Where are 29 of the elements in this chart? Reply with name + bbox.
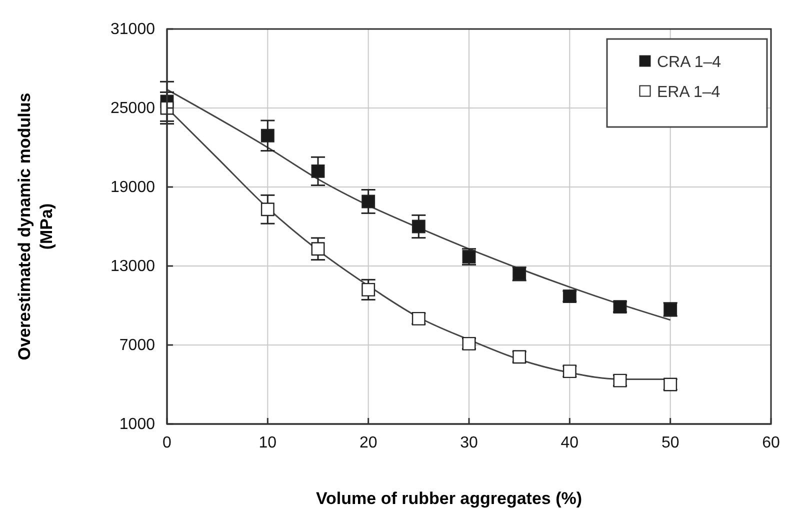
x-tick-label: 60	[762, 434, 780, 452]
point	[260, 202, 274, 216]
point	[311, 242, 325, 256]
y-tick-label: 1000	[119, 416, 156, 434]
y-tick-label: 31000	[110, 21, 156, 38]
legend-label: ERA 1–4	[657, 84, 720, 101]
y-tick-label: 19000	[110, 179, 156, 196]
y-tick-label: 13000	[110, 258, 156, 276]
legend-label: CRA 1–4	[657, 54, 722, 71]
point	[412, 220, 426, 234]
y-tick-label: 25000	[110, 100, 156, 118]
point	[664, 378, 678, 392]
point	[311, 164, 325, 178]
point	[362, 282, 376, 296]
x-tick-label: 0	[162, 434, 172, 452]
point	[613, 300, 627, 314]
x-tick-label: 20	[359, 434, 378, 452]
x-axis-title: Volume of rubber aggregates (%)	[316, 489, 582, 508]
point	[512, 350, 526, 364]
y-tick-label: 7000	[119, 337, 156, 354]
x-tick-label: 30	[460, 434, 478, 452]
x-tick-label: 50	[661, 434, 680, 452]
x-tick-label: 10	[258, 434, 277, 452]
point	[613, 374, 627, 388]
x-tick-label: 40	[560, 434, 579, 452]
point	[260, 128, 274, 142]
point	[362, 194, 376, 208]
y-axis-title: Overestimated dynamic modulus (MPa)	[15, 92, 56, 360]
point	[462, 336, 476, 350]
